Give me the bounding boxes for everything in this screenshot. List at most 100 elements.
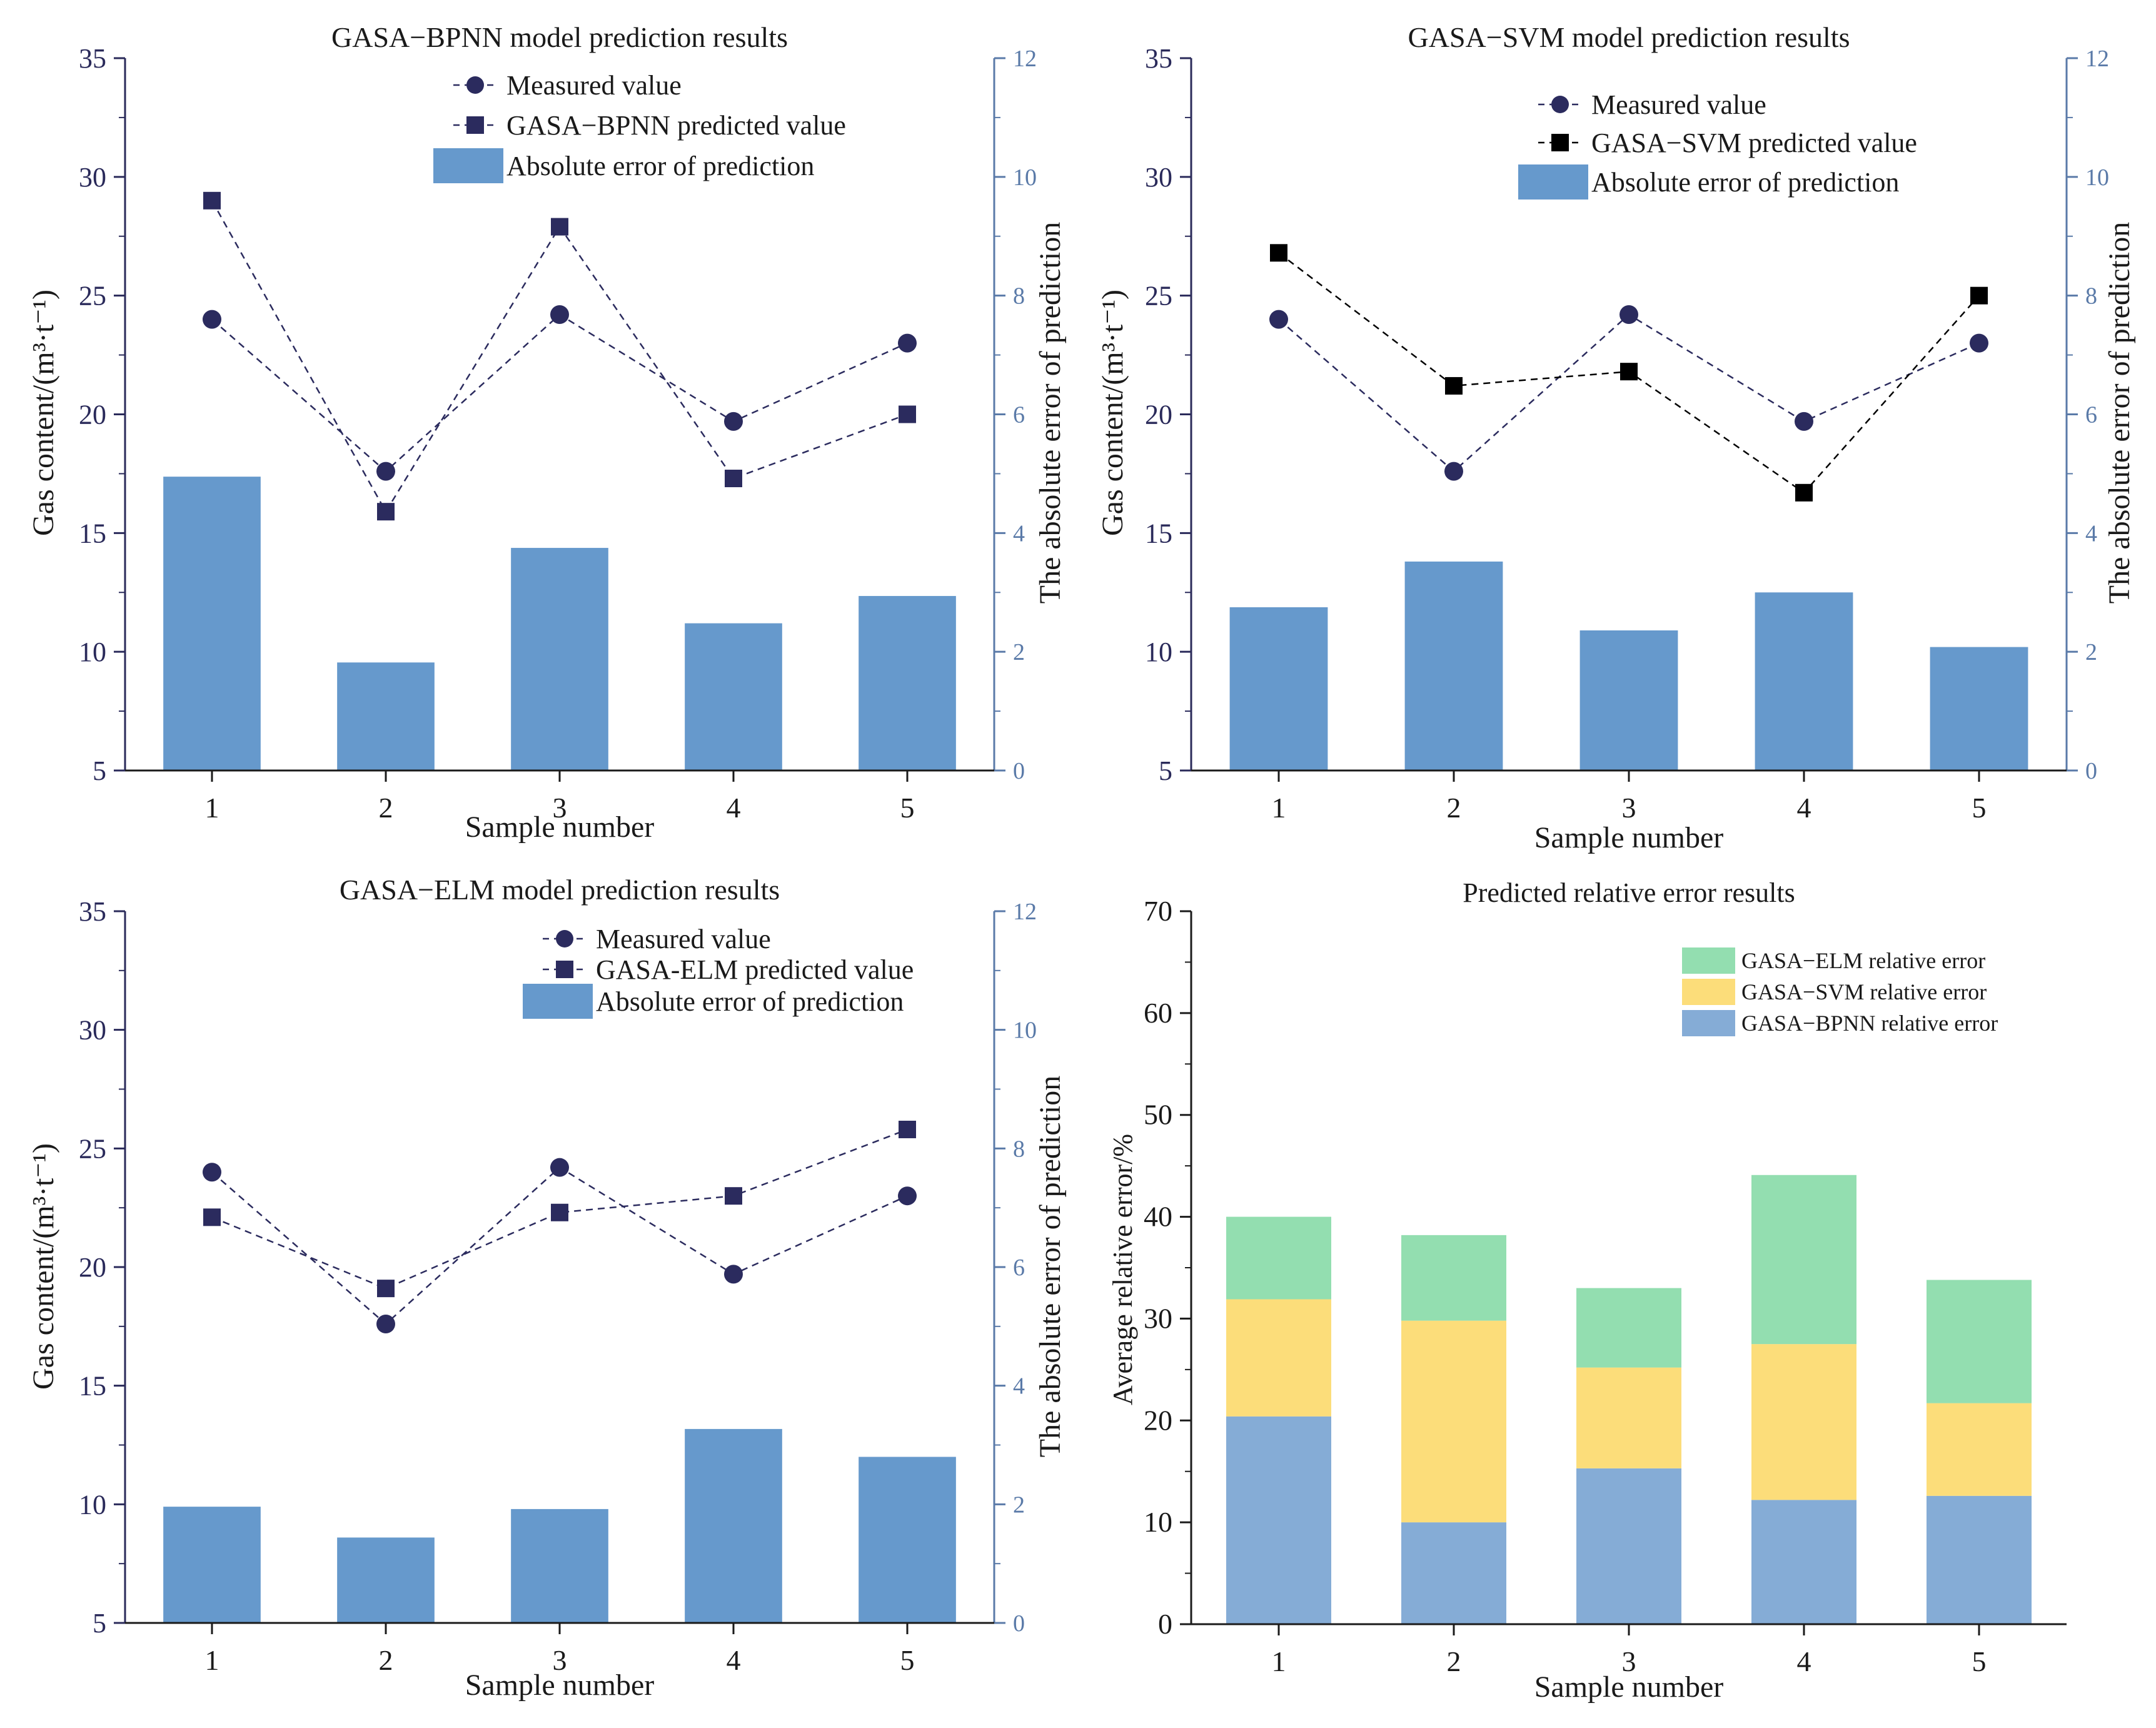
left-tick-label: 60	[1144, 997, 1172, 1029]
legend-marker	[466, 76, 484, 94]
left-tick-label: 15	[1145, 518, 1172, 548]
measured-point-4	[1795, 412, 1813, 431]
x-tick-label: 4	[1797, 1645, 1811, 1677]
legend-bar-swatch	[523, 984, 593, 1019]
measured-point-5	[1970, 333, 1988, 353]
legend-bar-swatch	[1518, 164, 1588, 200]
left-tick-label: 25	[1145, 281, 1172, 311]
stack-segment-svm-4	[1751, 1344, 1856, 1500]
stack-segment-elm-5	[1927, 1280, 2032, 1403]
stack-segment-svm-2	[1401, 1320, 1506, 1523]
legend-swatch	[1682, 1010, 1735, 1036]
left-tick-label: 25	[79, 1133, 106, 1164]
right-tick-label: 0	[1013, 758, 1025, 784]
chart-title: GASA−SVM model prediction results	[1408, 21, 1850, 53]
left-tick-label: 30	[1144, 1302, 1172, 1334]
legend-label: Measured value	[1591, 89, 1766, 120]
legend-swatch	[1682, 979, 1735, 1005]
error-bar-2	[1404, 561, 1503, 771]
x-tick-label: 1	[1272, 792, 1286, 824]
error-bar-3	[1579, 630, 1678, 771]
measured-point-5	[898, 1186, 917, 1206]
legend-label: Absolute error of prediction	[1591, 167, 1899, 198]
error-bar-4	[1755, 592, 1853, 771]
error-bar-4	[685, 1428, 782, 1623]
predicted-line	[211, 1128, 908, 1290]
x-axis-title: Sample number	[465, 811, 655, 844]
error-bar-1	[163, 477, 261, 771]
measured-point-2	[1444, 462, 1463, 481]
legend-label: GASA-ELM predicted value	[596, 954, 914, 985]
error-bar-2	[337, 1537, 435, 1623]
left-tick-label: 20	[79, 1252, 106, 1283]
right-tick-label: 6	[2085, 402, 2097, 428]
predicted-point-1	[1270, 244, 1287, 262]
left-tick-label: 20	[79, 400, 106, 430]
x-tick-label: 5	[900, 1644, 915, 1676]
error-bar-3	[511, 1508, 608, 1623]
legend-label: Absolute error of prediction	[596, 986, 904, 1017]
left-axis-title: Gas content/(m³·t⁻¹)	[1096, 290, 1129, 536]
measured-point-3	[550, 1158, 569, 1177]
legend-marker	[1551, 96, 1569, 113]
chart-title: GASA−BPNN model prediction results	[331, 21, 788, 53]
legend-label: Measured value	[506, 70, 682, 101]
stack-segment-bpnn-5	[1927, 1495, 2032, 1624]
left-axis-title: Gas content/(m³·t⁻¹)	[27, 290, 60, 536]
left-tick-label: 10	[79, 637, 106, 667]
measured-point-3	[550, 305, 569, 325]
left-tick-label: 15	[79, 518, 106, 548]
left-tick-label: 5	[1159, 755, 1172, 786]
error-bar-4	[685, 623, 782, 771]
right-tick-label: 4	[1013, 520, 1025, 547]
measured-point-5	[898, 333, 917, 353]
x-tick-label: 2	[379, 792, 393, 824]
left-tick-label: 10	[1144, 1506, 1172, 1538]
right-tick-label: 8	[1013, 1136, 1025, 1162]
left-tick-label: 30	[79, 162, 106, 193]
right-tick-label: 4	[2085, 520, 2097, 547]
x-tick-label: 3	[1622, 792, 1636, 824]
right-tick-label: 2	[2085, 639, 2097, 665]
left-axis-title: Average relative error/%	[1107, 1134, 1138, 1405]
predicted-point-3	[1620, 363, 1638, 381]
legend-label: Absolute error of prediction	[506, 151, 814, 181]
predicted-point-5	[899, 1120, 916, 1138]
error-bar-2	[337, 662, 435, 771]
right-tick-label: 10	[2085, 164, 2109, 191]
x-tick-label: 5	[900, 792, 915, 824]
stack-segment-svm-3	[1576, 1367, 1681, 1468]
left-axis-title: Gas content/(m³·t⁻¹)	[27, 1143, 60, 1390]
error-bar-5	[859, 595, 956, 771]
left-tick-label: 30	[79, 1015, 106, 1046]
right-tick-label: 12	[1013, 46, 1037, 72]
x-axis-title: Sample number	[465, 1669, 655, 1702]
x-axis-title: Sample number	[1534, 1670, 1724, 1704]
chart-title: GASA−ELM model prediction results	[340, 874, 780, 906]
stack-segment-bpnn-2	[1401, 1522, 1506, 1624]
left-tick-label: 35	[79, 43, 106, 74]
right-tick-label: 0	[1013, 1610, 1025, 1637]
x-tick-label: 1	[1272, 1645, 1286, 1677]
x-tick-label: 3	[553, 792, 567, 824]
error-bar-5	[1930, 647, 2028, 771]
left-tick-label: 35	[79, 896, 106, 927]
stack-segment-elm-3	[1576, 1288, 1681, 1368]
left-tick-label: 10	[1145, 637, 1172, 667]
left-tick-label: 70	[1144, 895, 1172, 927]
x-tick-label: 3	[553, 1644, 567, 1676]
predicted-point-4	[725, 470, 742, 488]
error-bar-1	[163, 1507, 261, 1623]
x-tick-label: 4	[1797, 792, 1811, 824]
chart-relative-error: 0 10 20 30 40 50 60 70 1 2 3 4 5 Predicted relative e…	[1107, 877, 2067, 1704]
right-tick-label: 8	[2085, 283, 2097, 310]
legend-label: GASA−BPNN predicted value	[506, 110, 846, 141]
x-tick-label: 1	[205, 792, 219, 824]
error-bar-3	[511, 548, 608, 771]
chart-title: Predicted relative error results	[1463, 877, 1795, 908]
measured-point-3	[1620, 305, 1638, 325]
